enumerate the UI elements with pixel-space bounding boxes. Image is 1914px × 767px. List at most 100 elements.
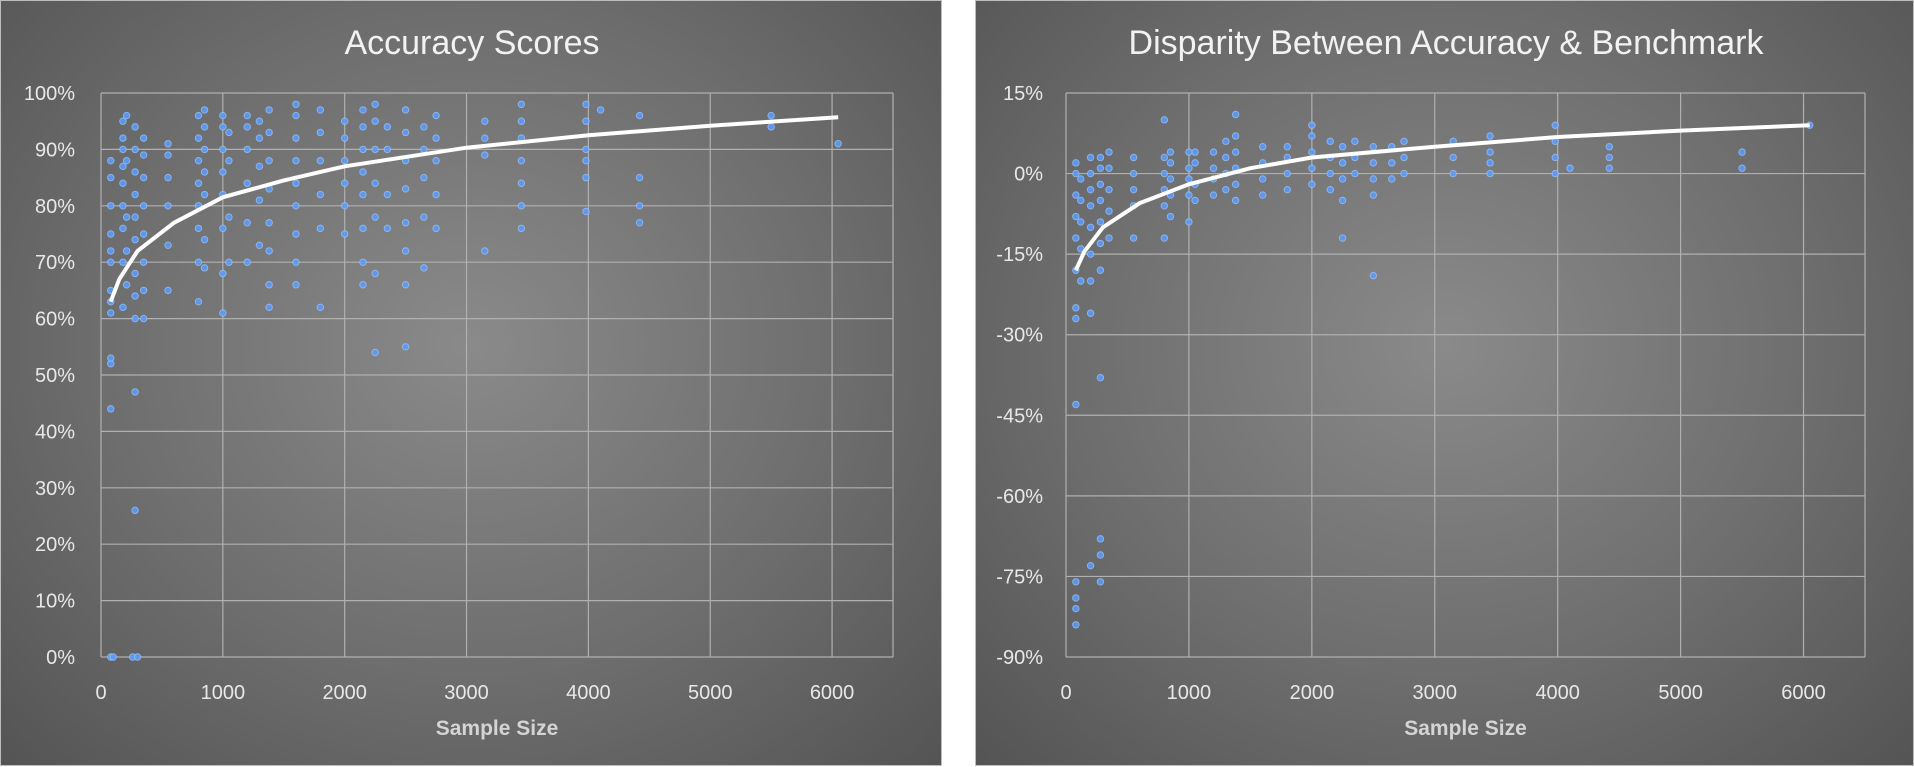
y-tick-label: 0% xyxy=(46,647,75,669)
data-point xyxy=(371,145,379,154)
data-point xyxy=(1308,180,1316,189)
data-point xyxy=(383,224,392,233)
data-point xyxy=(635,202,644,210)
data-point xyxy=(1086,153,1095,162)
x-tick-label: 0 xyxy=(95,682,106,704)
data-point xyxy=(139,258,148,266)
data-point xyxy=(219,168,227,176)
data-point xyxy=(194,224,203,233)
data-point xyxy=(401,106,410,114)
data-point xyxy=(340,202,349,210)
data-point xyxy=(371,117,379,125)
data-point xyxy=(1605,164,1614,172)
data-point xyxy=(517,100,526,108)
data-point xyxy=(401,281,410,289)
y-tick-label: 100% xyxy=(24,83,75,105)
data-point xyxy=(122,247,131,255)
data-point xyxy=(243,111,251,120)
data-point xyxy=(1072,578,1080,586)
data-point xyxy=(1160,116,1169,124)
data-point xyxy=(1388,159,1396,167)
y-tick-label: 20% xyxy=(35,534,75,556)
data-point xyxy=(1077,277,1085,285)
data-point xyxy=(164,286,172,295)
data-point xyxy=(340,156,349,165)
data-point xyxy=(371,269,379,278)
data-point xyxy=(1551,169,1559,178)
data-point xyxy=(139,173,148,182)
data-point xyxy=(420,173,428,182)
data-point xyxy=(107,354,115,362)
data-point xyxy=(200,235,209,244)
data-point xyxy=(1096,180,1105,189)
data-point xyxy=(1166,148,1175,156)
data-point xyxy=(1185,218,1193,226)
data-point xyxy=(1185,148,1193,156)
data-point xyxy=(1231,148,1240,156)
data-point xyxy=(371,348,379,357)
data-point xyxy=(432,224,440,233)
data-point xyxy=(432,156,440,165)
data-point xyxy=(1369,159,1378,167)
data-point xyxy=(1096,164,1105,172)
data-point xyxy=(200,190,209,199)
data-point xyxy=(1077,245,1085,253)
x-tick-label: 5000 xyxy=(1658,682,1703,704)
data-point xyxy=(1096,153,1105,162)
data-point xyxy=(582,156,590,165)
data-point xyxy=(139,151,148,159)
data-point xyxy=(122,213,131,221)
data-point xyxy=(401,185,410,193)
data-point xyxy=(292,134,300,142)
data-point xyxy=(420,123,428,131)
data-point xyxy=(1086,309,1095,317)
data-point xyxy=(265,128,273,137)
data-point xyxy=(582,173,590,182)
data-point xyxy=(383,145,392,154)
data-point xyxy=(1096,266,1105,274)
data-point xyxy=(432,134,440,142)
data-point xyxy=(119,162,127,171)
data-point xyxy=(1096,578,1105,586)
data-point xyxy=(1072,400,1080,409)
data-point xyxy=(219,145,227,154)
data-point xyxy=(139,202,148,210)
data-point xyxy=(1129,169,1138,178)
data-point xyxy=(1338,234,1347,242)
y-tick-label: 90% xyxy=(35,139,75,161)
x-tick-label: 6000 xyxy=(1781,682,1826,704)
data-point xyxy=(243,258,251,266)
data-point xyxy=(1351,169,1359,178)
data-point xyxy=(359,190,367,199)
x-tick-label: 2000 xyxy=(1290,682,1335,704)
data-point xyxy=(767,123,775,131)
data-point xyxy=(1486,169,1494,178)
data-point xyxy=(219,111,227,120)
data-point xyxy=(316,190,325,199)
data-point xyxy=(292,202,300,210)
y-tick-label: -15% xyxy=(996,244,1043,266)
data-point xyxy=(292,179,300,187)
data-point xyxy=(164,173,172,182)
data-point xyxy=(119,145,127,154)
data-point xyxy=(243,145,251,154)
data-point xyxy=(265,247,273,255)
data-point xyxy=(316,224,325,233)
data-point xyxy=(582,145,590,154)
data-point xyxy=(481,134,489,142)
data-point xyxy=(767,111,775,120)
data-point xyxy=(255,134,264,142)
data-point xyxy=(635,111,644,120)
data-point xyxy=(635,173,644,182)
data-point xyxy=(139,134,148,142)
data-point xyxy=(1105,234,1113,242)
data-point xyxy=(316,156,325,165)
data-point xyxy=(1166,212,1175,221)
x-tick-label: 6000 xyxy=(810,682,855,704)
y-tick-label: 50% xyxy=(35,365,75,387)
data-point xyxy=(371,179,379,187)
data-point xyxy=(1191,148,1199,156)
data-point xyxy=(1326,169,1334,178)
x-axis-title: Sample Size xyxy=(1404,717,1527,740)
data-point xyxy=(1185,175,1193,183)
